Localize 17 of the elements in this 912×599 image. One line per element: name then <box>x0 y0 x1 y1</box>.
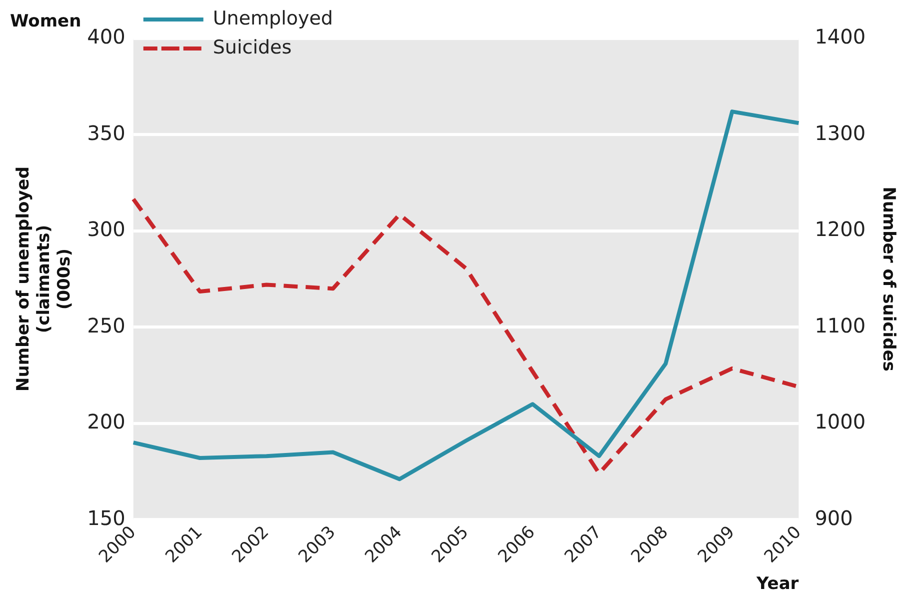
y-tick-label: 350 <box>87 120 126 145</box>
y-tick-label: 200 <box>87 410 126 434</box>
y2-axis-title: Number of suicides <box>878 186 898 372</box>
y-axis-title: Number of unemployed (claimants) (000s) <box>14 166 74 392</box>
y2-tick-label: 900 <box>814 506 853 530</box>
y-tick-label: 250 <box>87 313 126 338</box>
chart-title: Women <box>10 12 82 32</box>
y-tick-label: 400 <box>87 24 126 49</box>
legend-label: Suicides <box>212 36 292 58</box>
x-axis-title: Year <box>756 574 800 594</box>
y2-tick-label: 1400 <box>814 24 866 49</box>
y2-tick-label: 1300 <box>814 120 866 145</box>
legend-label: Unemployed <box>212 7 333 30</box>
y2-tick-label: 1200 <box>814 217 866 242</box>
y2-tick-label: 1000 <box>814 410 866 434</box>
y-tick-label: 300 <box>87 217 126 242</box>
y2-tick-label: 1100 <box>814 313 866 338</box>
